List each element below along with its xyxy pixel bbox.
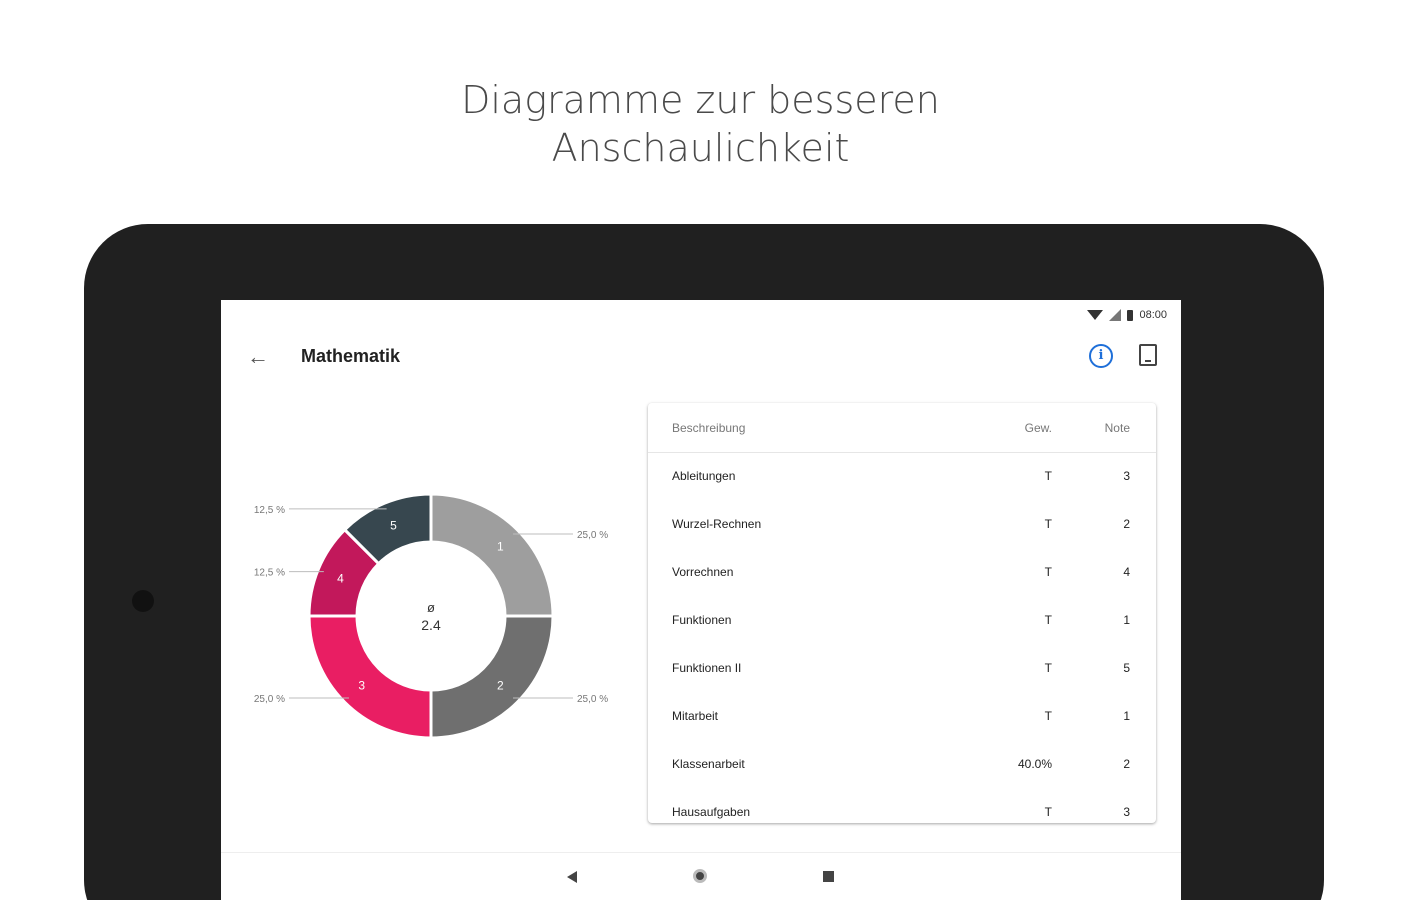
status-time: 08:00 xyxy=(1139,309,1167,321)
row-description: Mitarbeit xyxy=(672,709,719,723)
slice-percent-label: 12,5 % xyxy=(254,505,285,516)
row-weight: T xyxy=(1044,613,1052,627)
headline: Diagramme zur besseren Anschaulichkeit xyxy=(0,76,1401,172)
row-weight: 40.0% xyxy=(1017,757,1052,771)
app-bar: ← Mathematik i xyxy=(221,330,1181,386)
page-title: Mathematik xyxy=(301,346,401,366)
row-grade: 5 xyxy=(1123,661,1130,675)
header-weight: Gew. xyxy=(1024,421,1052,435)
table-row[interactable]: Funktionen T 1 xyxy=(648,597,1156,645)
row-grade: 1 xyxy=(1123,613,1130,627)
row-grade: 3 xyxy=(1123,469,1130,483)
donut-chart-svg: 1 2 3 4 5 25,0 % 25,0 % 25,0 % 12,5 % 12,5 % ø 2… xyxy=(254,492,608,740)
average-value: 2.4 xyxy=(421,617,441,633)
row-weight: T xyxy=(1044,661,1052,675)
battery-icon xyxy=(1127,309,1134,321)
header-description: Beschreibung xyxy=(672,421,746,435)
row-grade: 3 xyxy=(1123,805,1130,819)
slice-label-grade: 4 xyxy=(337,571,344,585)
table-row[interactable]: Wurzel-Rechnen T 2 xyxy=(648,501,1156,549)
row-description: Klassenarbeit xyxy=(672,757,745,771)
camera-icon xyxy=(132,590,154,612)
table-body: Ableitungen T 3 Wurzel-Rechnen T 2 Vorrechnen T… xyxy=(648,453,1156,823)
donut-slice-grade-3[interactable] xyxy=(307,614,433,740)
headline-line-2: Anschaulichkeit xyxy=(551,126,850,170)
table-row[interactable]: Ableitungen T 3 xyxy=(648,453,1156,501)
slice-percent-label: 25,0 % xyxy=(577,530,608,541)
grades-table-card: Beschreibung Gew. Note Ableitungen T 3 Wurz… xyxy=(648,403,1156,823)
row-description: Funktionen II xyxy=(672,661,742,675)
table-row[interactable]: Mitarbeit T 1 xyxy=(648,693,1156,741)
table-row[interactable]: Klassenarbeit 40.0% 2 xyxy=(648,741,1156,789)
slice-label-grade: 3 xyxy=(358,678,365,692)
average-symbol: ø xyxy=(427,600,435,615)
row-description: Wurzel-Rechnen xyxy=(672,517,762,531)
wifi-icon xyxy=(1087,310,1104,320)
slice-label-grade: 5 xyxy=(390,518,397,532)
nav-back-icon[interactable] xyxy=(567,871,577,883)
slice-percent-label: 25,0 % xyxy=(254,694,285,705)
nav-home-icon[interactable] xyxy=(693,869,707,883)
row-grade: 2 xyxy=(1123,517,1130,531)
slice-percent-label: 12,5 % xyxy=(254,568,285,579)
row-weight: T xyxy=(1044,565,1052,579)
row-description: Hausaufgaben xyxy=(672,805,751,819)
row-grade: 2 xyxy=(1123,757,1130,771)
slice-label-grade: 1 xyxy=(497,540,504,554)
row-weight: T xyxy=(1044,517,1052,531)
table-row[interactable]: Vorrechnen T 4 xyxy=(648,549,1156,597)
table-row[interactable]: Funktionen II T 5 xyxy=(648,645,1156,693)
grade-distribution-chart: 1 2 3 4 5 25,0 % 25,0 % 25,0 % 12,5 % 12,5 % ø 2… xyxy=(221,400,641,840)
header-grade: Note xyxy=(1104,421,1130,435)
arrow-back-icon[interactable]: ← xyxy=(247,344,269,369)
table-header: Beschreibung Gew. Note xyxy=(648,403,1156,453)
status-bar: 08:00 xyxy=(1087,306,1167,324)
slice-percent-label: 25,0 % xyxy=(577,694,608,705)
row-weight: T xyxy=(1044,709,1052,723)
table-row[interactable]: Hausaufgaben T 3 xyxy=(648,789,1156,823)
headline-line-1: Diagramme zur besseren xyxy=(461,78,940,122)
system-nav-bar xyxy=(221,852,1181,900)
row-description: Funktionen xyxy=(672,613,732,627)
signal-icon xyxy=(1109,309,1122,321)
row-description: Ableitungen xyxy=(672,469,736,483)
donut-slice-grade-2[interactable] xyxy=(429,614,555,740)
nav-recents-icon[interactable] xyxy=(823,871,834,882)
slice-label-grade: 2 xyxy=(497,678,504,692)
tablet-screen: 08:00 ← Mathematik i 1 2 3 4 5 25,0 % 25,0 % 2… xyxy=(221,300,1181,900)
donut-slice-grade-1[interactable] xyxy=(429,492,555,618)
row-grade: 1 xyxy=(1123,709,1130,723)
row-grade: 4 xyxy=(1123,565,1130,579)
pdf-export-icon[interactable] xyxy=(1139,344,1157,366)
row-weight: T xyxy=(1044,469,1052,483)
donut-slice-grade-5[interactable] xyxy=(342,492,433,566)
row-weight: T xyxy=(1044,805,1052,819)
info-icon[interactable]: i xyxy=(1089,344,1113,368)
row-description: Vorrechnen xyxy=(672,565,734,579)
